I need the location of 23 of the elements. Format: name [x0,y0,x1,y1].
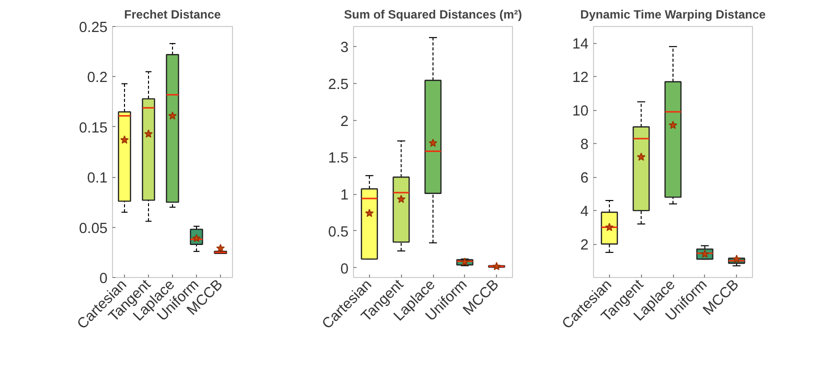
y-tick-label: 0.25 [78,20,108,36]
y-tick-label: 0.5 [328,224,348,240]
y-tick-label: 0 [340,261,349,278]
y-tick-label: 1.5 [328,150,348,167]
chart-title: Dynamic Time Warping Distance [580,8,766,22]
y-tick-label: 12 [572,70,589,86]
y-tick-label: 4 [580,204,589,220]
y-tick-label: 1 [340,188,349,204]
y-tick-label: 2.5 [328,76,348,93]
y-tick-label: 0.1 [87,170,108,187]
y-tick-label: 0.2 [87,70,108,86]
y-tick-label: 10 [572,104,589,120]
y-tick-label: 6 [580,170,589,187]
chart-title: Sum of Squared Distances (m²) [344,8,522,22]
y-tick-label: 8 [580,137,589,154]
y-tick-label: 14 [572,36,589,53]
y-tick-label: 0.05 [78,220,108,237]
y-tick-label: 3 [340,40,349,56]
chart-title: Frechet Distance [124,8,222,22]
y-tick-label: 2 [580,238,589,254]
y-tick-label: 0 [99,271,108,287]
y-tick-label: 0.15 [78,120,108,136]
y-tick-label: 2 [340,114,349,130]
